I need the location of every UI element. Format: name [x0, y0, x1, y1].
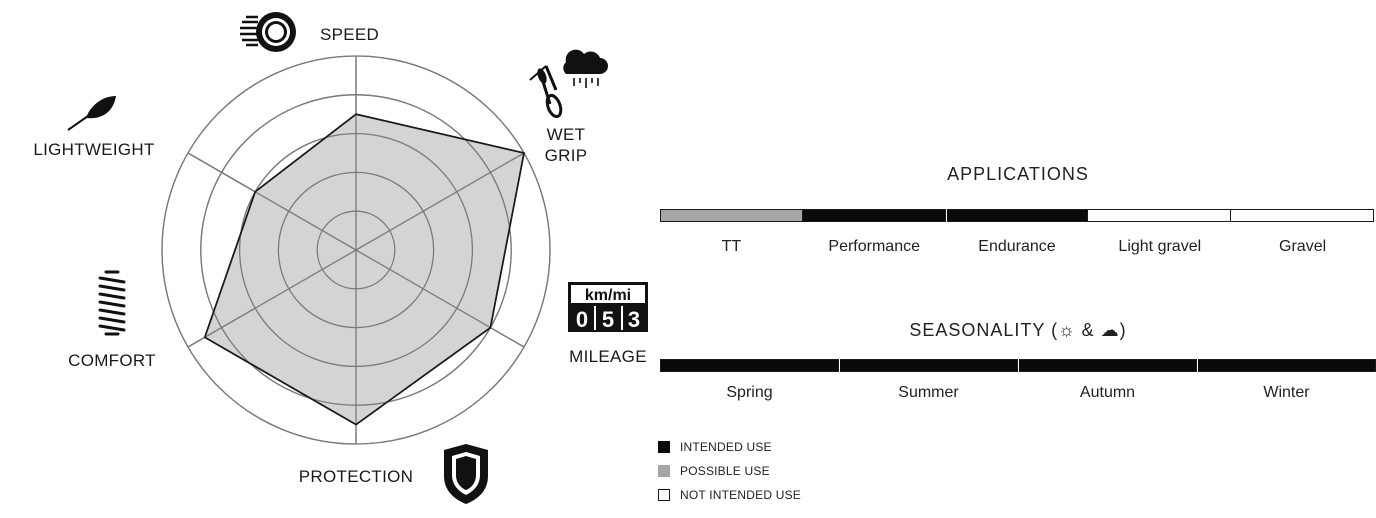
- applications-label-endurance: Endurance: [978, 238, 1056, 255]
- applications-title: APPLICATIONS: [947, 164, 1089, 184]
- applications-segment-light-gravel: [1088, 209, 1232, 222]
- applications-label-performance: Performance: [828, 238, 920, 255]
- applications-segment-performance: [802, 209, 946, 222]
- rain-cloud-bicycle-icon: [529, 49, 608, 119]
- legend-label-not-intended: NOT INTENDED USE: [680, 487, 801, 502]
- legend-item-possible: POSSIBLE USE: [658, 460, 801, 481]
- seasonality-label-winter: Winter: [1263, 384, 1310, 401]
- seasonality-divider-2: [1018, 359, 1019, 372]
- legend: INTENDED USE POSSIBLE USE NOT INTENDED U…: [658, 436, 801, 505]
- applications-bar: [660, 209, 1374, 222]
- legend-label-possible: POSSIBLE USE: [680, 463, 770, 478]
- seasonality-segment-summer: [839, 359, 1018, 372]
- applications-segment-gravel: [1231, 209, 1374, 222]
- radar-data-outline: [203, 113, 525, 426]
- radar-spoke-overlay-3: [355, 249, 525, 348]
- radar-spoke-overlay-5: [187, 249, 357, 348]
- odometer-unit-label: km/mi: [585, 287, 631, 304]
- seasonality-segment-spring: [660, 359, 839, 372]
- legend-swatch-not-intended: [658, 488, 670, 501]
- radar-spoke-overlay-2: [355, 152, 525, 251]
- radar-axis-label-lightweight: LIGHTWEIGHT: [33, 140, 154, 159]
- radar-spokes-overlay: [187, 56, 525, 444]
- applications-label-light-gravel: Light gravel: [1118, 238, 1202, 255]
- legend-item-not-intended: NOT INTENDED USE: [658, 484, 801, 505]
- applications-segment-endurance: [945, 209, 1089, 222]
- legend-item-intended: INTENDED USE: [658, 436, 801, 457]
- radar-spoke-overlay-6: [187, 152, 357, 251]
- odometer-digit-2: 5: [602, 307, 614, 332]
- radar-axis-label-comfort: COMFORT: [68, 351, 156, 370]
- radar-chart: SPEED WET GRIP MILEAGE PROTECTION COMFORT LIGH…: [33, 12, 648, 504]
- seasonality-segment-winter: [1197, 359, 1376, 372]
- seasonality-label-summer: Summer: [898, 384, 959, 401]
- odometer-digit-1: 0: [576, 307, 588, 332]
- applications-label-gravel: Gravel: [1279, 238, 1327, 255]
- feather-icon: [67, 96, 116, 131]
- seasonality-divider-3: [1197, 359, 1198, 372]
- legend-swatch-possible: [658, 464, 670, 477]
- applications-label-tt: TT: [721, 238, 742, 255]
- seasonality-title: SEASONALITY (☼ & ☁): [909, 320, 1127, 340]
- seasonality-label-spring: Spring: [726, 384, 773, 401]
- seasonality-label-autumn: Autumn: [1079, 384, 1136, 401]
- shield-icon: [444, 444, 488, 504]
- radar-data-polygon: [203, 113, 525, 426]
- applications-segment-tt: [660, 209, 803, 222]
- spring-icon: [98, 270, 126, 336]
- radar-axis-label-wet-grip: WET GRIP: [545, 125, 588, 165]
- odometer-icon: km/mi 0 5 3: [568, 282, 648, 332]
- radar-axis-label-mileage: MILEAGE: [569, 347, 647, 366]
- odometer-digit-3: 3: [628, 307, 640, 332]
- legend-swatch-intended: [658, 440, 670, 453]
- legend-label-intended: INTENDED USE: [680, 439, 772, 454]
- applications-divider-2: [945, 209, 947, 222]
- speed-wheel-icon: [240, 12, 296, 52]
- seasonality-bar: [660, 359, 1376, 372]
- seasonality-segment-autumn: [1018, 359, 1197, 372]
- radar-axis-label-speed: SPEED: [320, 25, 379, 44]
- radar-axis-labels: SPEED WET GRIP MILEAGE PROTECTION COMFORT LIGH…: [33, 25, 647, 486]
- radar-axis-label-protection: PROTECTION: [299, 467, 413, 486]
- seasonality-divider-1: [839, 359, 840, 372]
